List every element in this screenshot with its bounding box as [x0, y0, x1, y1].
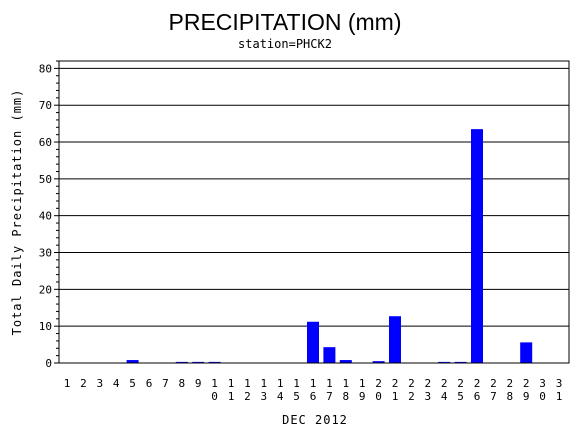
x-tick-label-day-4: 4 [113, 377, 120, 390]
bar-day-18 [339, 360, 352, 363]
x-tick-label-day-26: 2 [474, 377, 481, 390]
x-tick-label-day-28: 2 [506, 377, 513, 390]
y-axis-ticks: 0 10 20 30 40 50 60 70 80 [39, 60, 59, 370]
x-tick-label-day-28: 8 [506, 390, 513, 403]
x-tick-label-day-23: 3 [424, 390, 431, 403]
x-tick-label-day-27: 2 [490, 377, 497, 390]
x-tick-label-day-14: 4 [277, 390, 284, 403]
bar-day-26 [471, 129, 483, 363]
bar-day-16 [307, 321, 319, 363]
x-tick-label-day-8: 8 [178, 377, 185, 390]
x-tick-label-day-30: 3 [539, 377, 546, 390]
x-tick-label-day-5: 5 [129, 377, 136, 390]
x-tick-label-day-6: 6 [146, 377, 153, 390]
x-tick-label-day-18: 8 [342, 390, 349, 403]
x-tick-label-day-11: 1 [228, 377, 235, 390]
x-tick-label-day-27: 7 [490, 390, 497, 403]
x-tick-label-day-9: 9 [195, 377, 202, 390]
y-tick-label: 60 [39, 136, 52, 149]
x-tick-label-day-15: 1 [293, 377, 300, 390]
x-tick-label-day-29: 9 [523, 390, 530, 403]
x-tick-label-day-21: 2 [392, 377, 399, 390]
x-tick-label-day-21: 1 [392, 390, 399, 403]
y-tick-label: 0 [45, 357, 52, 370]
x-tick-label-day-13: 3 [260, 390, 267, 403]
x-tick-label-day-17: 1 [326, 377, 333, 390]
x-tick-label-day-15: 5 [293, 390, 300, 403]
y-tick-label: 20 [39, 283, 52, 296]
x-tick-label-day-19: 9 [359, 390, 366, 403]
x-tick-label-day-1: 1 [64, 377, 71, 390]
x-tick-label-day-31: 1 [556, 390, 563, 403]
x-tick-label-day-24: 4 [441, 390, 448, 403]
x-tick-label-day-16: 6 [310, 390, 317, 403]
x-tick-label-day-3: 3 [96, 377, 103, 390]
y-tick-label: 10 [39, 320, 52, 333]
bars [126, 129, 533, 364]
x-tick-label-day-25: 2 [457, 377, 464, 390]
y-axis-label: Total Daily Precipitation (mm) [10, 89, 24, 336]
y-tick-label: 80 [39, 62, 52, 75]
bar-day-21 [389, 316, 401, 363]
x-tick-label-day-10: 0 [211, 390, 218, 403]
y-tick-label: 40 [39, 210, 52, 223]
chart-title: PRECIPITATION (mm) [169, 9, 402, 35]
x-tick-label-day-16: 1 [310, 377, 317, 390]
x-tick-label-day-24: 2 [441, 377, 448, 390]
gridlines [59, 67, 569, 327]
bar-day-17 [323, 347, 336, 363]
bar-day-24 [438, 361, 451, 364]
bar-day-25 [454, 361, 467, 364]
bar-day-9 [192, 361, 205, 364]
x-tick-label-day-22: 2 [408, 377, 415, 390]
x-tick-label-day-31: 3 [556, 377, 563, 390]
x-tick-label-day-25: 5 [457, 390, 464, 403]
x-tick-label-day-20: 2 [375, 377, 382, 390]
x-tick-label-day-17: 7 [326, 390, 333, 403]
bar-day-8 [175, 361, 188, 364]
x-tick-label-day-10: 1 [211, 377, 218, 390]
x-tick-label-day-7: 7 [162, 377, 169, 390]
x-tick-label-day-30: 0 [539, 390, 546, 403]
bar-day-20 [372, 361, 385, 363]
x-tick-label-day-20: 0 [375, 390, 382, 403]
x-tick-label-day-23: 2 [424, 377, 431, 390]
x-axis-ticks: 1 2 3 4 5 6 7 8 9 1011121314151617181920212223242… [64, 377, 563, 403]
chart-subtitle: station=PHCK2 [238, 37, 332, 51]
y-tick-label: 50 [39, 173, 52, 186]
y-tick-label: 70 [39, 99, 52, 112]
x-tick-label-day-13: 1 [260, 377, 267, 390]
plot-frame [58, 60, 570, 364]
x-tick-label-day-12: 2 [244, 390, 251, 403]
x-tick-label-day-12: 1 [244, 377, 251, 390]
y-tick-label: 30 [39, 247, 52, 260]
x-tick-label-day-29: 2 [523, 377, 530, 390]
bar-day-29 [520, 342, 533, 363]
x-tick-label-day-22: 2 [408, 390, 415, 403]
x-tick-label-day-18: 1 [342, 377, 349, 390]
x-tick-label-day-26: 6 [474, 390, 481, 403]
x-tick-label-day-11: 1 [228, 390, 235, 403]
bar-day-5 [126, 360, 139, 363]
x-tick-label-day-19: 1 [359, 377, 366, 390]
x-tick-label-day-14: 1 [277, 377, 284, 390]
bar-day-10 [208, 361, 221, 364]
x-tick-label-day-2: 2 [80, 377, 87, 390]
x-axis-label: DEC 2012 [282, 413, 348, 427]
